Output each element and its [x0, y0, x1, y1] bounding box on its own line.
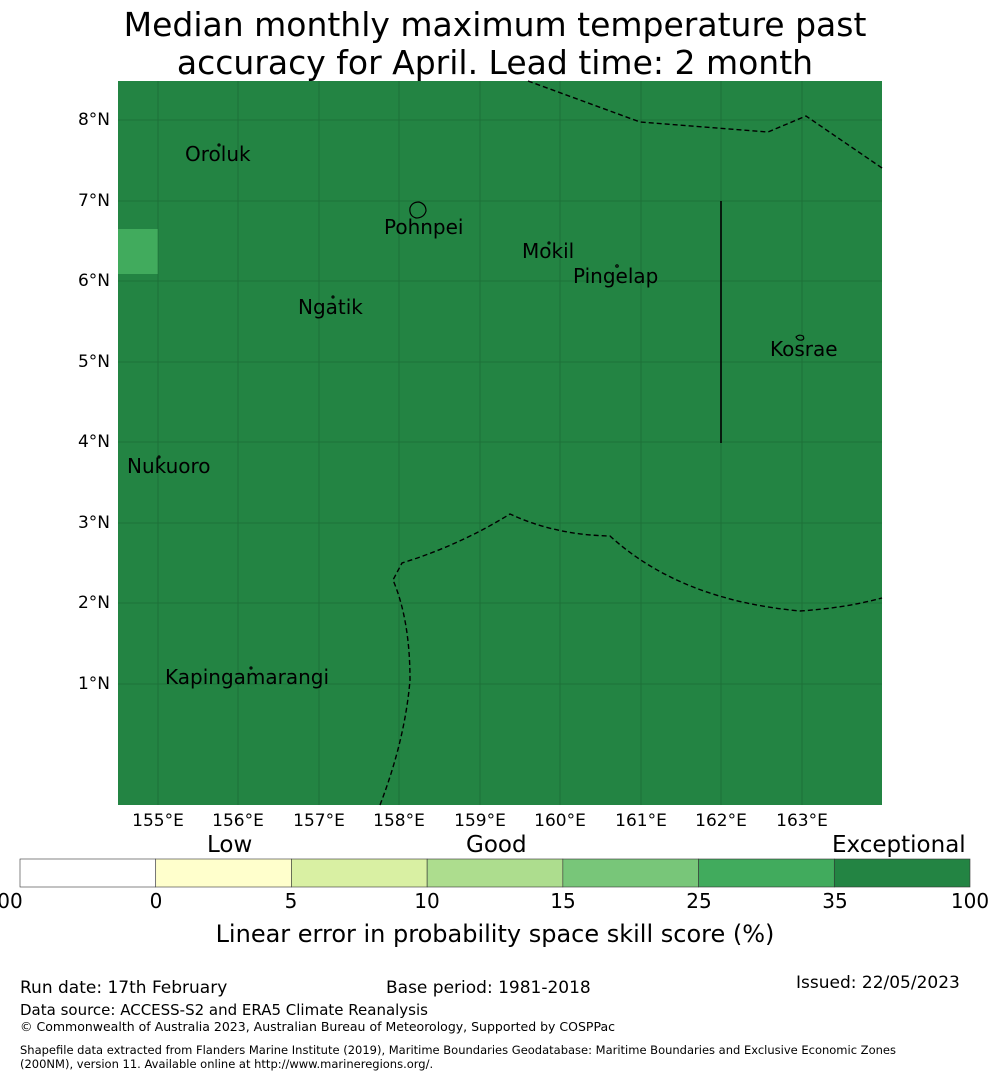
lon-label: 161°E — [615, 811, 667, 831]
title-line-1: Median monthly maximum temperature past — [123, 5, 867, 44]
map-background — [118, 81, 882, 805]
islands — [157, 143, 805, 670]
lon-label: 155°E — [132, 811, 184, 831]
legend-tick: 100 — [950, 889, 990, 913]
place-label-nukuoro: Nukuoro — [127, 454, 211, 478]
lon-label: 163°E — [776, 811, 828, 831]
colorbar-segment — [698, 858, 835, 888]
shapefile-credit-1: Shapefile data extracted from Flanders M… — [20, 1043, 896, 1057]
place-label-pohnpei: Pohnpei — [384, 215, 464, 239]
title-line-2: accuracy for April. Lead time: 2 month — [176, 43, 814, 82]
lon-label: 157°E — [293, 811, 345, 831]
legend-tick: 0 — [149, 889, 163, 913]
legend-title: Linear error in probability space skill … — [215, 920, 775, 948]
lon-label: 162°E — [695, 811, 747, 831]
run-date: Run date: 17th February — [20, 978, 228, 998]
copyright: © Commonwealth of Australia 2023, Austra… — [20, 1019, 615, 1034]
place-label-kapingamarangi: Kapingamarangi — [165, 665, 330, 689]
legend-category-low: Low — [207, 832, 253, 858]
place-label-oroluk: Oroluk — [185, 142, 251, 166]
place-label-kosrae: Kosrae — [770, 337, 838, 361]
lat-label: 5°N — [77, 352, 110, 372]
issued-date: Issued: 22/05/2023 — [796, 973, 960, 993]
lat-label: 7°N — [77, 191, 110, 211]
lon-label: 160°E — [534, 811, 586, 831]
eez-boundaries — [379, 80, 883, 806]
colorbar-segment — [155, 858, 292, 888]
base-period: Base period: 1981-2018 — [386, 978, 591, 998]
kosrae-island-shape — [795, 334, 805, 341]
legend-category-exceptional: Exceptional — [832, 832, 966, 858]
place-label-mokil: Mokil — [522, 239, 575, 263]
oroluk-island-shape — [217, 143, 221, 147]
lat-label: 3°N — [77, 513, 110, 533]
colorbar-segment — [833, 858, 971, 888]
lat-label: 1°N — [77, 674, 110, 694]
legend-tick: 5 — [284, 889, 298, 913]
chart-title: Median monthly maximum temperature past … — [0, 6, 990, 82]
colorbar-segment — [426, 858, 564, 888]
legend-tick: 10 — [414, 889, 440, 913]
very-good-cell — [118, 229, 158, 274]
data-source: Data source: ACCESS-S2 and ERA5 Climate … — [20, 1001, 428, 1019]
colorbar-segment — [19, 858, 157, 888]
legend-tick: -100 — [0, 889, 23, 913]
colorbar-segment — [291, 858, 428, 888]
pohnpei-island-shape — [409, 201, 427, 219]
legend-tick: 35 — [822, 889, 848, 913]
legend-category-good: Good — [466, 832, 527, 858]
nukuoro-island-shape — [157, 455, 161, 459]
colorbar — [19, 858, 971, 888]
lon-label: 159°E — [454, 811, 506, 831]
ngatik-island-shape — [331, 295, 335, 299]
lon-label: 158°E — [373, 811, 425, 831]
lat-label: 4°N — [77, 432, 110, 452]
legend-tick: 25 — [686, 889, 712, 913]
colorbar-segment — [562, 858, 699, 888]
pingelap-island-shape — [615, 264, 619, 268]
place-label-pingelap: Pingelap — [573, 264, 659, 288]
lat-label: 2°N — [77, 593, 110, 613]
shapefile-credit-2: (200NM), version 11. Available online at… — [20, 1057, 434, 1071]
kapingamarangi-island-shape — [249, 666, 253, 670]
lon-label: 156°E — [212, 811, 264, 831]
legend-tick: 15 — [550, 889, 576, 913]
lat-label: 6°N — [77, 271, 110, 291]
lat-label: 8°N — [77, 110, 110, 130]
mokil-island-shape — [547, 241, 551, 245]
place-label-ngatik: Ngatik — [298, 295, 363, 319]
